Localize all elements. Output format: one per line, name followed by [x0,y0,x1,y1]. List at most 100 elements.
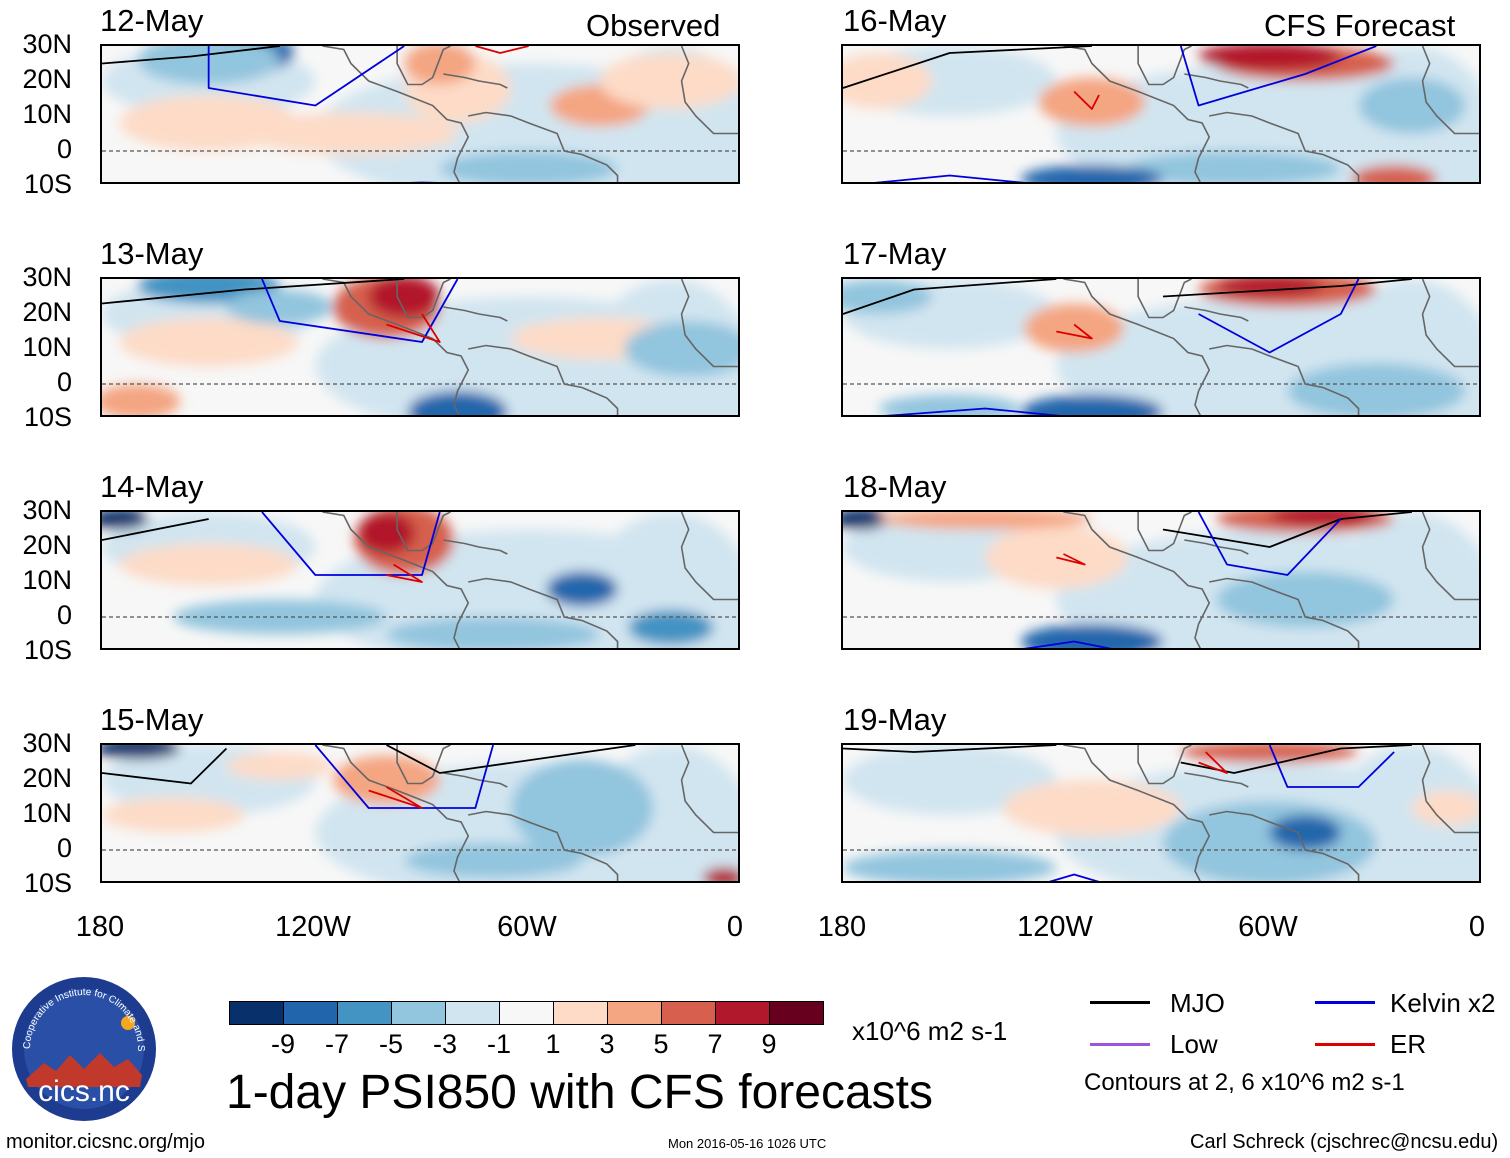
lon-tick-label: 120W [1017,911,1093,943]
contour-line [1198,279,1360,354]
coastline [1209,111,1360,182]
panel-date: 19-May [843,702,947,737]
contour-line [261,512,441,576]
colorbar-swatch [553,1001,608,1025]
coastline [1184,772,1249,788]
map-panel-16-may [841,44,1481,184]
panel-date: 13-May [100,236,204,271]
cfs-forecast-label: CFS Forecast [1264,8,1456,43]
contour-line [843,279,1057,315]
field-blob [1358,77,1466,134]
field-blob [102,512,149,530]
coastline [1137,46,1192,86]
colorbar-swatch [229,1001,284,1025]
lon-tick-label: 180 [817,911,867,943]
colorbar-tick-label: 7 [707,1029,723,1059]
coastline [322,745,470,881]
coastline [322,279,470,415]
coastline [396,46,451,86]
colorbar-tick-label: -9 [270,1029,295,1059]
field-blob [226,752,334,780]
contour-line [102,747,228,785]
map-field-svg [843,279,1479,415]
units-label: x10^6 m2 s-1 [852,1016,1008,1046]
field-blob [368,279,440,318]
lat-tick-label: 0 [56,367,72,397]
field-blob [1024,303,1124,353]
contour-line [1056,323,1093,340]
map-field-svg [102,46,738,182]
map-panel-19-may [841,743,1481,883]
legend-label-low: Low [1170,1029,1218,1059]
coastline [1063,745,1211,881]
coastline [396,279,451,319]
coastline [1421,745,1479,834]
field-blob [439,151,618,182]
coastline [1421,279,1479,368]
map-panel-13-may [100,277,740,417]
field-blob [404,843,582,878]
lon-tick-label: 0 [726,911,744,943]
field-blob [546,571,618,607]
coastline [1421,46,1479,135]
contour-line [1023,640,1112,648]
field-blob [599,53,738,109]
lat-tick-label: 30N [22,495,72,525]
field-blob [333,755,440,805]
legend-label-er: ER [1390,1029,1427,1059]
contour-line [386,563,423,583]
coastline [680,46,738,135]
map-field-svg [843,512,1479,648]
logo-text: cics.nc [38,1075,130,1108]
coastline [1137,745,1192,785]
coastline [322,46,470,182]
lat-tick-label: 10S [23,635,72,665]
map-field-svg [102,745,738,881]
map-field-svg [102,512,738,648]
lat-tick-label: 20N [22,297,72,327]
contour-line [874,174,1025,182]
coastline [468,344,619,415]
lat-tick-label: 30N [22,728,72,758]
observed-label: Observed [586,8,721,43]
coastline [396,512,451,552]
coastline [1137,512,1192,552]
coastline [468,810,619,881]
map-panel-14-may [100,510,740,650]
colorbar-tick-label: 1 [545,1029,561,1059]
map-panel-12-may [100,44,740,184]
field-blob [1411,790,1479,826]
lat-tick-label: 20N [22,64,72,94]
lat-tick-label: 10S [23,868,72,898]
field-blob [226,289,334,325]
coastline [396,745,451,785]
panel-date: 14-May [100,469,204,504]
contour-line [1268,745,1395,788]
contour-line [386,745,636,774]
coastline [1184,539,1249,555]
contour-line [261,279,459,343]
contour-line [386,313,441,343]
colorbar-tick-label: 3 [599,1029,615,1059]
colorbar-tick-label: -3 [432,1029,457,1059]
field-blob [119,317,298,367]
map-panel-18-may [841,510,1481,650]
field-blob [386,617,600,648]
contour-line [1180,745,1412,774]
coastline [680,745,738,834]
lon-tick-label: 60W [497,911,557,943]
panel-date: 17-May [843,236,947,271]
field-blob [407,391,508,415]
field-blob [843,745,1057,815]
lat-tick-label: 10N [22,332,72,362]
field-blob [102,745,181,759]
legend-swatch-er [1315,1043,1375,1046]
panel-date: 15-May [100,702,204,737]
field-blob [843,850,1057,881]
field-blob [702,867,738,881]
field-blob [1269,815,1341,850]
legend-swatch-kelvin [1315,1001,1375,1004]
coastline [443,772,508,788]
colorbar-swatch [337,1001,392,1025]
field-blob [510,759,654,857]
